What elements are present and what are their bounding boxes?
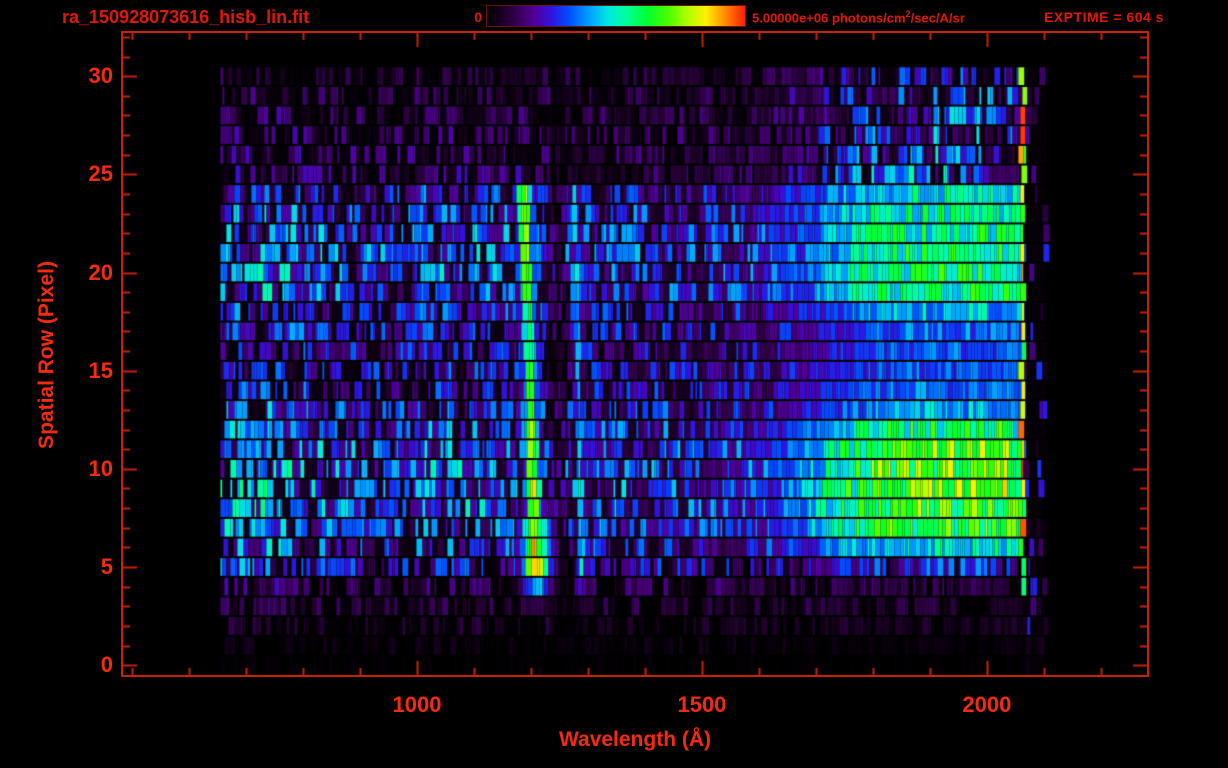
colorbar-max-suffix: /sec/A/sr — [910, 10, 965, 26]
colorbar-max-sup: 2 — [905, 9, 911, 19]
x-tick-label: 1500 — [677, 692, 727, 717]
y-tick-label: 30 — [88, 63, 113, 89]
exptime-label: EXPTIME = 604 s — [1044, 9, 1164, 25]
x-tick-label: 2000 — [962, 692, 1012, 717]
y-tick-label: 25 — [88, 161, 113, 187]
x-axis-title: Wavelength (Å) — [558, 728, 712, 751]
y-tick-label: 20 — [88, 259, 113, 285]
y-tick-label: 0 — [100, 652, 113, 678]
file-title: ra_150928073616_hisb_lin.fit — [62, 7, 310, 27]
y-tick-label: 5 — [100, 554, 113, 580]
colorbar-max-prefix: 5.00000e+06 photons/cm — [752, 10, 906, 26]
y-tick-label: 10 — [88, 455, 113, 481]
y-tick-label: 15 — [88, 357, 113, 383]
colorbar-min-label: 0 — [474, 9, 482, 25]
colorbar — [486, 5, 746, 27]
spectral-image-canvas — [123, 33, 1147, 675]
plot-frame — [121, 31, 1149, 677]
colorbar-max-label: 5.00000e+06 photons/cm2/sec/A/sr — [752, 9, 965, 25]
x-tick-label: 1000 — [392, 692, 442, 717]
